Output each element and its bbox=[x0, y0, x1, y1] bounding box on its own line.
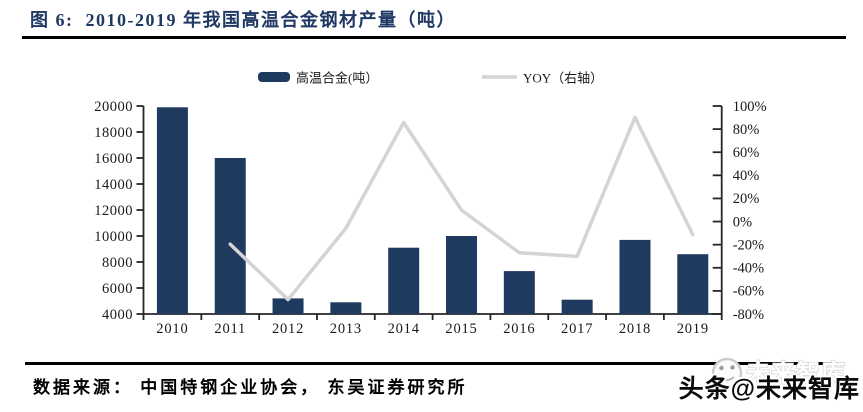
watermark-main-text: 头条@未来智库 bbox=[679, 374, 860, 403]
watermark: 未来智库 头条@未来智库 bbox=[677, 357, 861, 405]
right-axis-label: 20% bbox=[733, 191, 760, 207]
x-axis-label: 2014 bbox=[388, 321, 420, 337]
left-axis-label: 6000 bbox=[102, 281, 133, 297]
bar-2019 bbox=[677, 254, 709, 314]
left-axis-label: 8000 bbox=[102, 255, 133, 271]
left-axis-label: 10000 bbox=[94, 229, 133, 245]
x-axis-label: 2018 bbox=[619, 321, 651, 337]
right-axis-label: 0% bbox=[733, 214, 752, 230]
right-axis-label: 60% bbox=[733, 145, 760, 161]
x-axis-label: 2015 bbox=[445, 321, 477, 337]
bar-2012 bbox=[272, 298, 304, 314]
right-axis-label: 80% bbox=[733, 122, 760, 138]
legend-bar-label: 高温合金(吨） bbox=[296, 71, 378, 86]
chart-canvas: 高温合金(吨） YOY（右轴） 4000 6000 8000 10000 12000 1400… bbox=[94, 71, 767, 338]
left-axis-label: 20000 bbox=[94, 99, 133, 115]
bar-2016 bbox=[503, 271, 535, 314]
right-axis-label: -60% bbox=[733, 284, 764, 300]
x-axis-label: 2011 bbox=[214, 321, 246, 337]
bar-2010 bbox=[156, 107, 188, 314]
right-axis-label: 100% bbox=[733, 99, 767, 115]
right-axis-label: -40% bbox=[733, 261, 764, 277]
right-axis-label: -80% bbox=[733, 307, 764, 323]
title-divider bbox=[22, 36, 846, 40]
bar-2018 bbox=[619, 239, 651, 314]
x-axis-label: 2012 bbox=[272, 321, 304, 337]
left-axis-label: 16000 bbox=[94, 151, 133, 167]
watermark-ghost-text: 未来智库 bbox=[746, 359, 846, 387]
figure-title: 图 6: 2010-2019 年我国高温合金钢材产量（吨） bbox=[30, 10, 456, 30]
chart-area: 高温合金(吨） YOY（右轴） 4000 6000 8000 10000 12000 1400… bbox=[0, 55, 863, 345]
bar-2017 bbox=[561, 299, 593, 314]
right-axis-label: -20% bbox=[733, 237, 764, 253]
smiley-mouth bbox=[719, 376, 735, 381]
legend-line-label: YOY（右轴） bbox=[523, 71, 603, 86]
x-axis-label: 2017 bbox=[561, 321, 593, 337]
x-axis-label: 2016 bbox=[503, 321, 535, 337]
left-axis-label: 12000 bbox=[94, 203, 133, 219]
left-axis-label: 18000 bbox=[94, 125, 133, 141]
right-axis-label: 40% bbox=[733, 168, 760, 184]
bar-2011 bbox=[214, 158, 246, 314]
x-axis-label: 2010 bbox=[156, 321, 188, 337]
left-axis-label: 4000 bbox=[102, 307, 133, 323]
yoy-line bbox=[228, 115, 695, 302]
x-axis-label: 2019 bbox=[677, 321, 709, 337]
smiley-eye-left bbox=[719, 365, 724, 371]
bar-2015 bbox=[446, 236, 478, 314]
left-axis-label: 14000 bbox=[94, 177, 133, 193]
bar-2014 bbox=[388, 247, 420, 314]
bar-2013 bbox=[330, 302, 362, 314]
x-axis-label: 2013 bbox=[330, 321, 362, 337]
footer-divider bbox=[25, 362, 838, 366]
data-source: 数据来源： 中国特钢企业协会， 东吴证券研究所 bbox=[33, 378, 468, 397]
legend-bar-swatch bbox=[258, 72, 290, 82]
smiley-eye-right bbox=[730, 365, 735, 370]
